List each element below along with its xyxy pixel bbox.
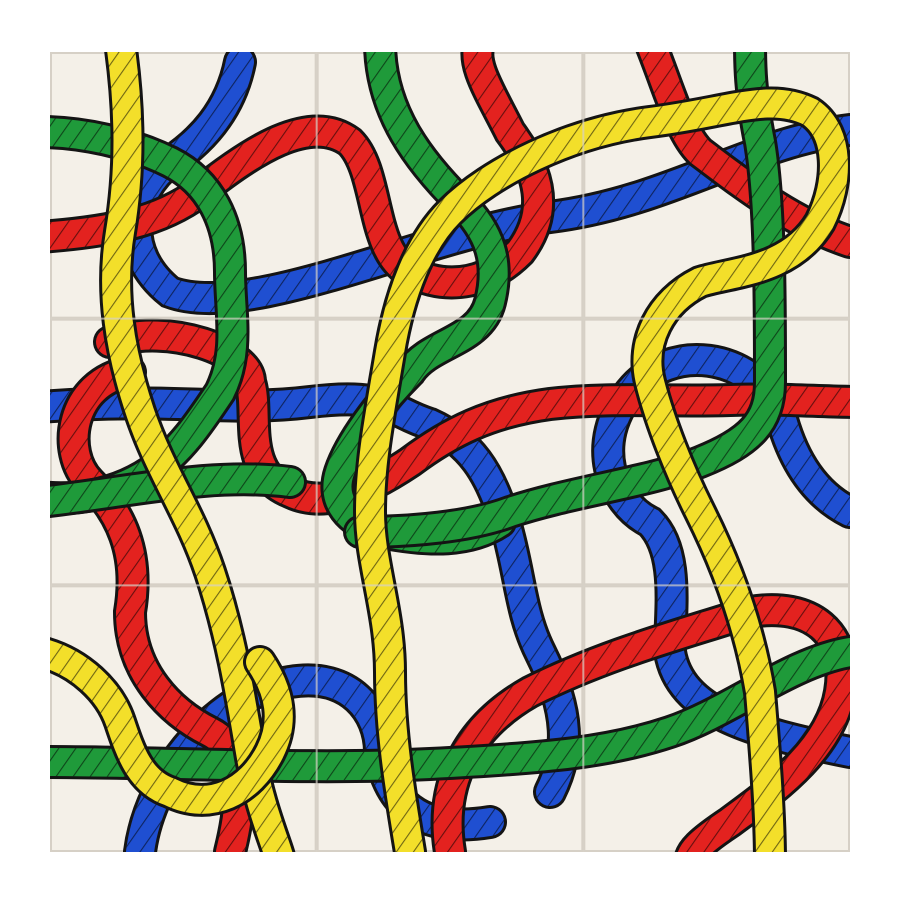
- yellow-rope-segment: [50, 637, 296, 817]
- yellow-rope-twist-texture: [50, 640, 293, 814]
- green-rope: [50, 52, 850, 784]
- yellow-rope-twist-texture: [102, 52, 293, 852]
- red-rope-twist-texture: [433, 596, 850, 852]
- yellow-rope-twist-texture: [355, 89, 848, 852]
- yellow-rope: [50, 52, 850, 852]
- rope-tile-puzzle: [50, 52, 850, 852]
- green-rope-twist-texture: [346, 52, 785, 546]
- green-rope-segment: [343, 52, 788, 549]
- yellow-rope-segment: [99, 52, 296, 852]
- rope-layer: [50, 52, 850, 852]
- red-rope-twist-texture: [96, 321, 850, 513]
- yellow-rope-segment: [352, 86, 850, 852]
- red-rope-segment: [430, 593, 850, 852]
- rope-tile-puzzle-board: [50, 52, 850, 852]
- red-rope-segment: [93, 318, 850, 516]
